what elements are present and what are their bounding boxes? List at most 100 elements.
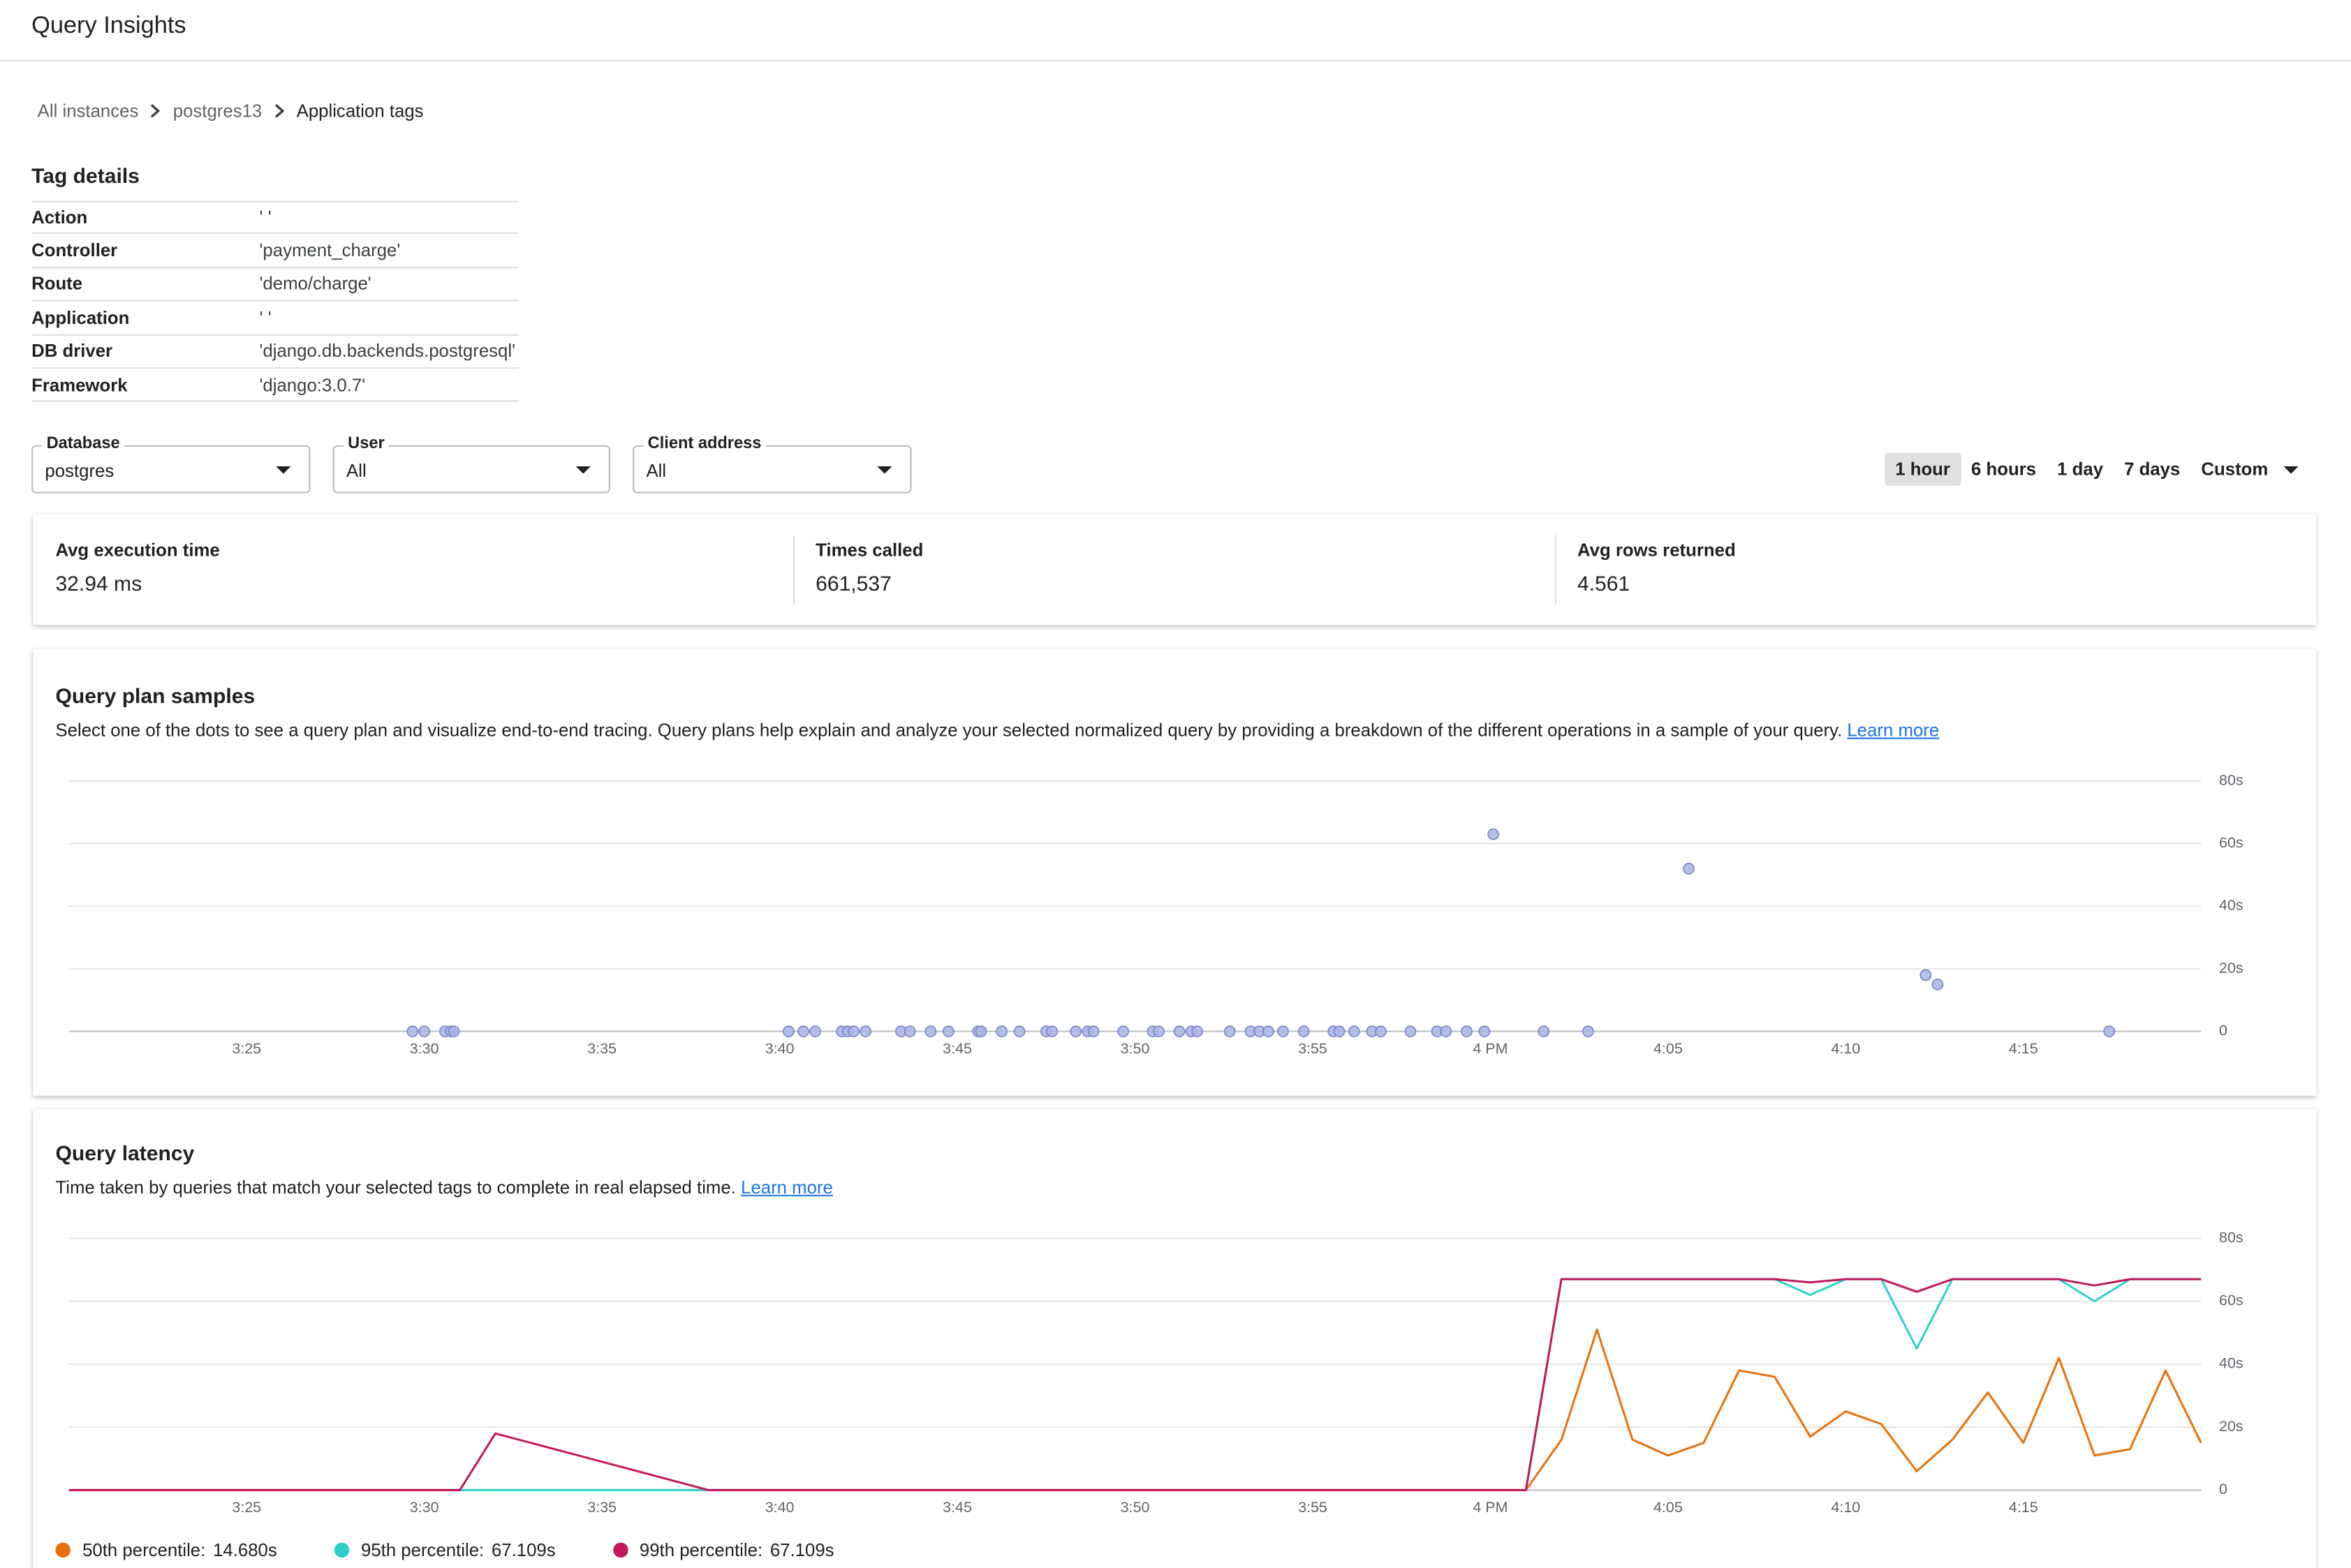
sample-dot[interactable] — [1440, 1025, 1452, 1037]
tag-value: ' ' — [259, 306, 272, 328]
tag-key: Application — [31, 306, 130, 328]
sample-dot[interactable] — [1478, 1025, 1491, 1037]
time-range-button[interactable]: 1 day — [2047, 452, 2114, 485]
sample-dot[interactable] — [448, 1025, 460, 1037]
legend-swatch — [55, 1542, 71, 1558]
sample-dot[interactable] — [1931, 978, 1944, 991]
tag-value: ' ' — [259, 207, 272, 228]
sample-dot[interactable] — [996, 1025, 1008, 1037]
sample-dot[interactable] — [782, 1025, 795, 1037]
time-range-label: 1 hour — [1895, 459, 1950, 480]
legend-item: 99th percentile: 67.109s — [612, 1539, 834, 1560]
filter-dropdown[interactable]: Database postgres — [31, 434, 311, 494]
sample-dot[interactable] — [1153, 1025, 1165, 1037]
legend-swatch — [612, 1542, 628, 1558]
tag-key: Framework — [31, 374, 128, 396]
description-text: Time taken by queries that match your se… — [55, 1176, 736, 1198]
filter-dropdown[interactable]: User All — [332, 434, 610, 494]
sample-dot[interactable] — [1277, 1025, 1289, 1037]
sample-dot[interactable] — [797, 1025, 809, 1037]
sample-dot[interactable] — [1538, 1025, 1550, 1037]
sample-dot[interactable] — [1919, 969, 1932, 982]
filter-value: postgres — [45, 460, 115, 482]
sample-dot[interactable] — [418, 1025, 431, 1037]
tag-row: Action ' ' — [31, 200, 519, 235]
sample-dot[interactable] — [1013, 1025, 1026, 1037]
learn-more-link[interactable]: Learn more — [1847, 719, 1940, 741]
legend-name: 50th percentile: — [82, 1539, 206, 1561]
tag-row: Application ' ' — [31, 302, 519, 336]
sample-dot[interactable] — [1262, 1025, 1274, 1037]
description-text: Select one of the dots to see a query pl… — [55, 719, 1843, 741]
sample-dot[interactable] — [904, 1025, 916, 1037]
breadcrumbs: All instances postgres13 Application tag… — [38, 101, 424, 121]
sample-dot[interactable] — [1404, 1025, 1417, 1037]
sample-dot[interactable] — [924, 1025, 937, 1037]
time-range-label: 6 hours — [1971, 459, 2037, 480]
time-range-label: 7 days — [2124, 459, 2181, 480]
legend-item: 95th percentile: 67.109s — [334, 1539, 556, 1561]
dropdown-arrow — [575, 466, 591, 474]
sample-dot[interactable] — [1070, 1025, 1082, 1037]
tag-value: 'django.db.backends.postgresql' — [259, 340, 516, 362]
sample-dot[interactable] — [1087, 1025, 1100, 1037]
sample-dot[interactable] — [975, 1025, 987, 1037]
time-range-button[interactable]: 7 days — [2114, 452, 2190, 485]
time-range-button[interactable]: 1 hour — [1885, 452, 1961, 486]
arrow-shape — [2283, 465, 2299, 473]
sample-dot[interactable] — [1046, 1025, 1059, 1037]
sample-dot[interactable] — [1333, 1025, 1346, 1037]
chart-title: Query latency — [55, 1141, 195, 1165]
filter-dropdown[interactable]: Client address All — [633, 434, 912, 494]
sample-dot[interactable] — [1582, 1025, 1594, 1037]
filter-label: User — [343, 434, 390, 453]
legend-name: 95th percentile: — [361, 1539, 485, 1561]
chart-card: Query latency Time taken by queries that… — [33, 1109, 2317, 1568]
arrow-shape — [877, 466, 892, 474]
sample-dot[interactable] — [1117, 1025, 1129, 1037]
breadcrumb-link[interactable]: postgres13 — [172, 100, 263, 121]
sample-dot[interactable] — [809, 1025, 821, 1037]
tag-key: Action — [31, 207, 88, 228]
time-range-button[interactable]: 6 hours — [1961, 452, 2047, 485]
page-title: Query Insights — [31, 13, 186, 39]
sample-dot[interactable] — [942, 1025, 955, 1037]
sample-dot[interactable] — [2103, 1025, 2116, 1037]
legend-item: 50th percentile: 14.680s — [55, 1539, 277, 1560]
time-range-label: Custom — [2201, 459, 2269, 480]
dropdown-arrow — [877, 466, 892, 474]
tag-value: 'demo/charge' — [259, 273, 371, 295]
filter-value: All — [346, 460, 367, 482]
sample-dot[interactable] — [1683, 862, 1695, 875]
sample-dot[interactable] — [860, 1025, 871, 1037]
time-range-button[interactable]: Custom — [2190, 452, 2308, 485]
sample-dot[interactable] — [406, 1025, 419, 1037]
tag-value: 'django:3.0.7' — [259, 374, 366, 396]
sample-dot[interactable] — [848, 1025, 860, 1037]
legend-value: 14.680s — [213, 1539, 277, 1561]
sample-dot[interactable] — [1223, 1025, 1236, 1037]
sample-dot[interactable] — [1375, 1025, 1387, 1037]
stat-value: 4.561 — [1577, 571, 1630, 596]
legend-swatch — [334, 1542, 349, 1558]
arrow-shape — [575, 466, 591, 474]
dropdown-arrow — [276, 466, 291, 474]
section-title: Tag details — [31, 163, 140, 188]
sample-dot[interactable] — [1487, 828, 1500, 841]
filter-value: All — [646, 460, 667, 482]
sample-dot[interactable] — [1191, 1025, 1203, 1037]
tag-row: Framework 'django:3.0.7' — [31, 369, 519, 403]
sample-dot[interactable] — [1461, 1025, 1473, 1037]
sample-dot[interactable] — [1297, 1025, 1310, 1037]
chevron-icon — [151, 104, 161, 118]
divider — [1554, 535, 1556, 605]
stat-value: 661,537 — [816, 571, 892, 596]
app-header — [0, 0, 2351, 62]
learn-more-link[interactable]: Learn more — [741, 1176, 833, 1198]
tag-key: DB driver — [31, 340, 113, 362]
sample-dot[interactable] — [1173, 1025, 1186, 1037]
breadcrumb-link[interactable]: All instances — [37, 100, 139, 121]
sample-dot[interactable] — [1348, 1025, 1360, 1037]
chart-description: Time taken by queries that match your se… — [55, 1177, 832, 1198]
